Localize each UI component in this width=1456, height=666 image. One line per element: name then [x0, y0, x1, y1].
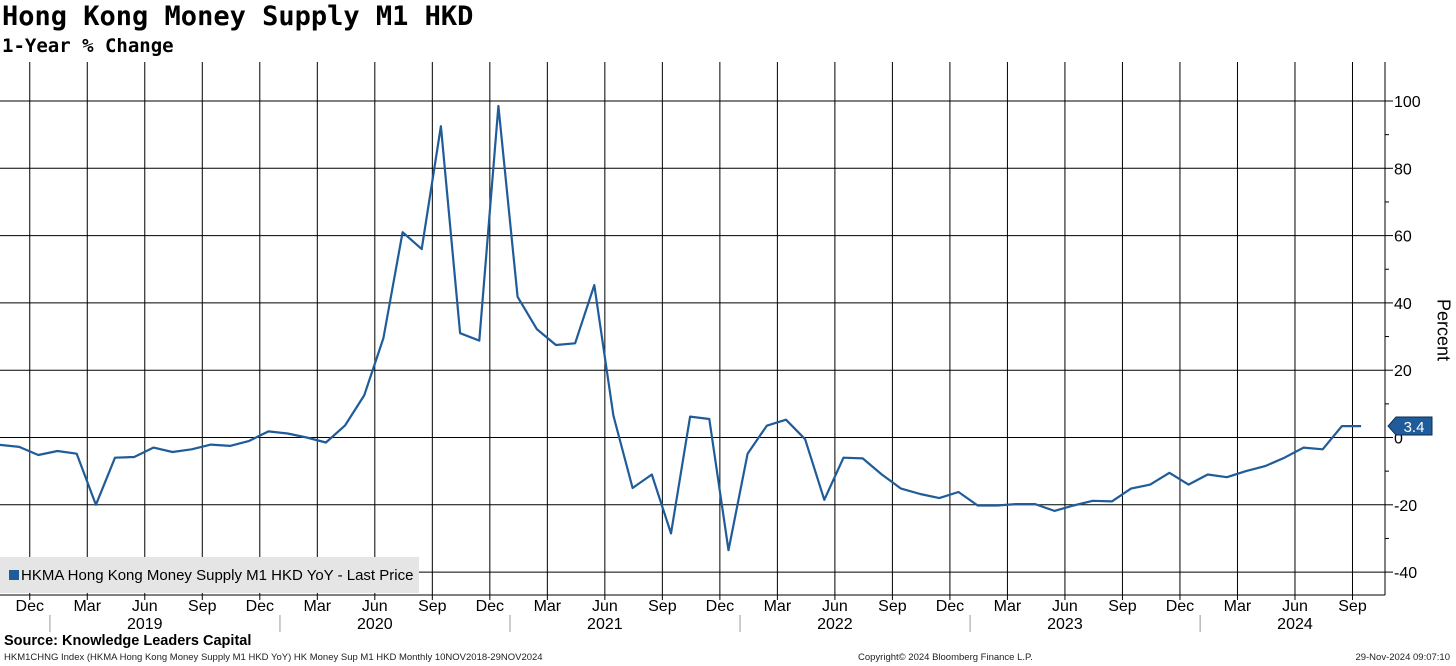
- x-month-label: Dec: [1166, 598, 1194, 615]
- x-month-label: Mar: [994, 598, 1022, 615]
- x-month-label: Mar: [304, 598, 332, 615]
- y-tick-label: -40: [1394, 565, 1417, 582]
- legend-swatch: [9, 570, 19, 580]
- x-year-label: 2022: [817, 616, 853, 633]
- x-month-label: Dec: [16, 598, 44, 615]
- y-tick-label: 40: [1394, 296, 1412, 313]
- series-line: [0, 104, 1362, 552]
- x-year-label: 2021: [587, 616, 623, 633]
- y-axis-label: Percent: [1433, 298, 1454, 362]
- y-tick-label: 20: [1394, 363, 1412, 380]
- horizontal-gridlines: [0, 100, 1385, 573]
- x-month-label: Jun: [1282, 598, 1308, 615]
- x-month-label: Jun: [822, 598, 848, 615]
- x-year-label: 2023: [1047, 616, 1083, 633]
- vertical-gridlines: [29, 62, 1353, 595]
- footer-timestamp: 29-Nov-2024 09:07:10: [1355, 652, 1450, 663]
- x-month-label: Sep: [878, 598, 907, 615]
- x-month-label: Mar: [534, 598, 562, 615]
- x-month-label: Mar: [1224, 598, 1252, 615]
- last-price-marker: 3.4: [1387, 416, 1433, 436]
- footer-copyright: Copyright© 2024 Bloomberg Finance L.P.: [858, 652, 1033, 663]
- legend-label: HKMA Hong Kong Money Supply M1 HKD YoY -…: [21, 566, 414, 584]
- x-month-label: Jun: [132, 598, 158, 615]
- footer-ticker-info: HKM1CHNG Index (HKMA Hong Kong Money Sup…: [4, 652, 543, 663]
- x-month-label: Dec: [246, 598, 274, 615]
- x-month-label: Sep: [1338, 598, 1367, 615]
- x-month-label: Mar: [764, 598, 792, 615]
- legend: HKMA Hong Kong Money Supply M1 HKD YoY -…: [0, 557, 420, 593]
- x-month-label: Sep: [648, 598, 677, 615]
- x-month-label: Dec: [936, 598, 964, 615]
- x-month-label: Jun: [592, 598, 618, 615]
- x-month-label: Jun: [362, 598, 388, 615]
- x-axis-ticks: Dec Mar Jun Sep Dec Mar Jun Sep Dec Mar Jun Sep Dec M…: [16, 595, 1367, 633]
- x-year-label: 2019: [127, 616, 163, 633]
- y-tick-label: -20: [1394, 498, 1417, 515]
- y-tick-label: 80: [1394, 161, 1412, 178]
- x-month-label: Sep: [1108, 598, 1137, 615]
- last-price-badge: [1387, 416, 1433, 436]
- y-tick-label: 100: [1394, 94, 1421, 111]
- x-month-label: Dec: [706, 598, 734, 615]
- x-month-label: Sep: [188, 598, 217, 615]
- x-month-label: Sep: [418, 598, 447, 615]
- x-year-label: 2024: [1277, 616, 1313, 633]
- chart-title: Hong Kong Money Supply M1 HKD: [2, 1, 474, 32]
- y-tick-label: 0: [1394, 431, 1403, 448]
- chart-subtitle: 1-Year % Change: [2, 35, 174, 57]
- x-year-label: 2020: [357, 616, 393, 633]
- x-month-label: Jun: [1052, 598, 1078, 615]
- series-group: [0, 104, 1362, 552]
- x-month-label: Dec: [476, 598, 504, 615]
- y-tick-label: 60: [1394, 229, 1412, 246]
- y-axis-ticks: 100 80 60 40 20 0 -20 -40: [1385, 94, 1421, 582]
- last-price-label: 3.4: [1404, 419, 1425, 436]
- source-note: Source: Knowledge Leaders Capital: [4, 633, 252, 649]
- x-month-label: Mar: [73, 598, 101, 615]
